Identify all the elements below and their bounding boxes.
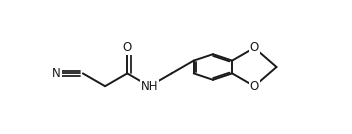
Text: N: N	[52, 67, 61, 80]
Text: NH: NH	[141, 80, 158, 93]
Text: O: O	[122, 41, 132, 54]
Text: O: O	[250, 41, 259, 54]
Text: O: O	[250, 80, 259, 93]
